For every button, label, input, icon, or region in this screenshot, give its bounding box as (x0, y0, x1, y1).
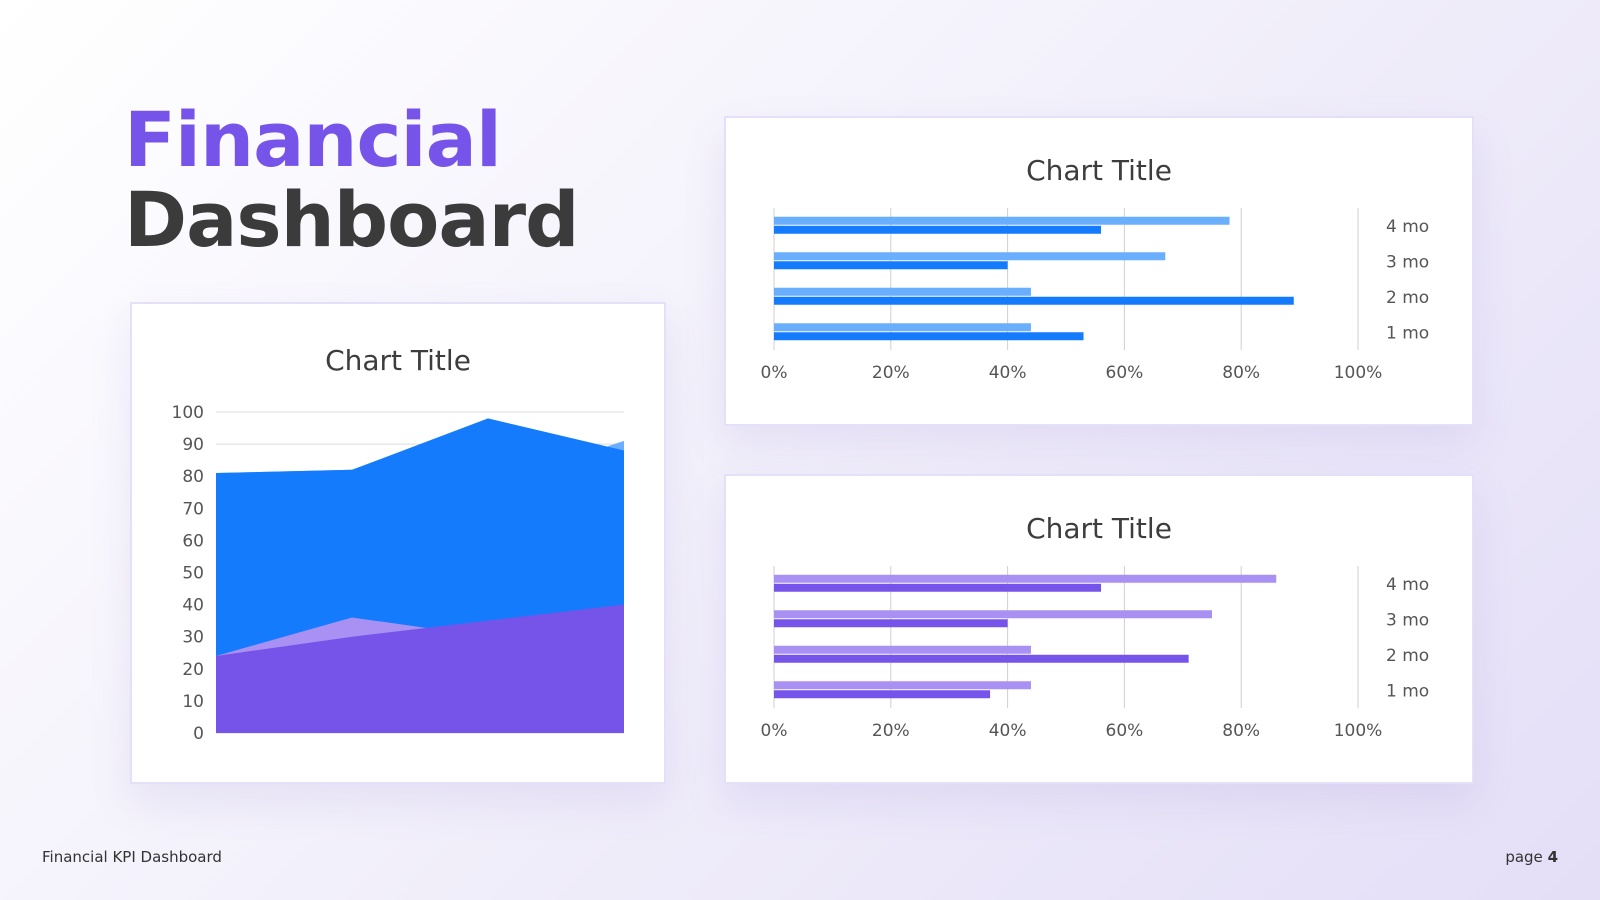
x-tick-label: 60% (1106, 363, 1144, 383)
chart-title: Chart Title (325, 344, 471, 377)
purple-bar (774, 681, 1031, 690)
purple-bar (774, 619, 1008, 628)
page-number-value: 4 (1547, 848, 1558, 866)
blue-bar (774, 296, 1294, 305)
chart-title: Chart Title (1026, 154, 1172, 187)
category-label: 3 mo (1386, 610, 1429, 630)
y-tick-label: 50 (182, 564, 204, 584)
blue-bar (774, 287, 1031, 296)
page-title: Financial Dashboard (124, 100, 579, 260)
y-tick-label: 20 (182, 660, 204, 680)
purple-bar (774, 574, 1277, 583)
category-label: 2 mo (1386, 288, 1429, 308)
category-label: 1 mo (1386, 681, 1429, 701)
x-tick-label: 100% (1334, 363, 1383, 383)
page-title-line1: Financial (124, 95, 502, 184)
x-tick-label: 20% (872, 363, 910, 383)
area-chart: Chart Title 0 10 20 30 40 50 60 70 80 90 100 (172, 344, 624, 744)
blue-bar (774, 332, 1084, 341)
y-tick-label: 100 (172, 403, 204, 423)
category-label: 2 mo (1386, 646, 1429, 666)
blue-bar (774, 225, 1102, 234)
purple-bar-chart: Chart Title 0% 20% 40% 60% 80% 100% 4 mo 3 mo 2 m… (761, 512, 1430, 741)
blue-bar (774, 252, 1166, 261)
x-tick-label: 40% (989, 363, 1027, 383)
page-number: page 4 (1505, 848, 1558, 866)
purple-bar (774, 610, 1212, 619)
y-tick-label: 30 (182, 628, 204, 648)
x-tick-label: 80% (1222, 721, 1260, 741)
blue-bar (774, 216, 1230, 225)
x-tick-label: 0% (761, 721, 788, 741)
category-label: 4 mo (1386, 575, 1429, 595)
footer-title: Financial KPI Dashboard (42, 848, 222, 866)
x-tick-label: 0% (761, 363, 788, 383)
blue-bar-chart-card: Chart Title 0% 20% 40% 60% 80% 100% 4 mo 3 mo 2 m… (724, 116, 1474, 426)
category-label: 1 mo (1386, 323, 1429, 343)
y-tick-label: 40 (182, 596, 204, 616)
area-chart-card: Chart Title 0 10 20 30 40 50 60 70 80 90 100 (130, 302, 666, 784)
page-title-line2: Dashboard (124, 175, 579, 264)
blue-bar (774, 323, 1031, 332)
y-tick-label: 0 (193, 724, 204, 744)
purple-bar-chart-card: Chart Title 0% 20% 40% 60% 80% 100% 4 mo 3 mo 2 m… (724, 474, 1474, 784)
purple-bar (774, 583, 1102, 592)
purple-bar (774, 654, 1189, 663)
y-tick-label: 10 (182, 692, 204, 712)
y-tick-label: 70 (182, 499, 204, 519)
chart-title: Chart Title (1026, 512, 1172, 545)
purple-bar (774, 645, 1031, 654)
y-tick-label: 80 (182, 467, 204, 487)
blue-bar-chart: Chart Title 0% 20% 40% 60% 80% 100% 4 mo 3 mo 2 m… (761, 154, 1430, 383)
y-tick-label: 60 (182, 531, 204, 551)
category-label: 3 mo (1386, 252, 1429, 272)
x-tick-label: 80% (1222, 363, 1260, 383)
x-tick-label: 60% (1106, 721, 1144, 741)
x-tick-label: 40% (989, 721, 1027, 741)
y-tick-label: 90 (182, 435, 204, 455)
page-number-label: page (1505, 848, 1543, 866)
blue-bar (774, 261, 1008, 270)
x-tick-label: 20% (872, 721, 910, 741)
x-tick-label: 100% (1334, 721, 1383, 741)
purple-bar (774, 690, 991, 699)
category-label: 4 mo (1386, 217, 1429, 237)
area-series-4 (216, 604, 624, 733)
